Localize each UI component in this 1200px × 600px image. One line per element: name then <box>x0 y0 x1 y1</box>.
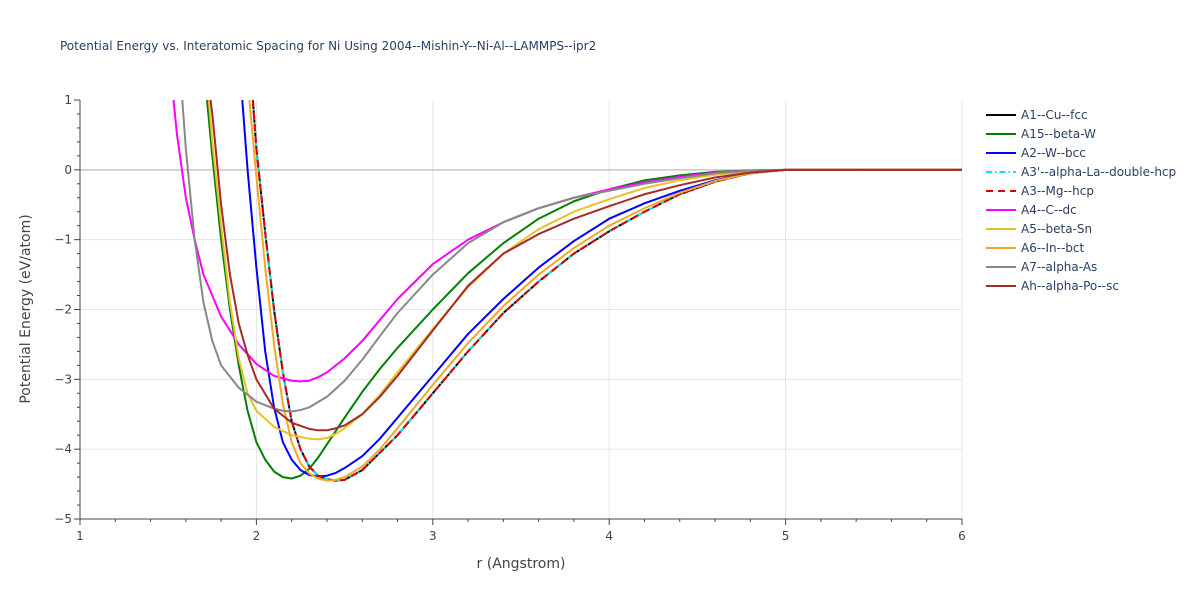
series-line-a3-mg-hcp <box>251 99 962 482</box>
legend-label: A5--beta-Sn <box>1021 222 1092 236</box>
y-tick-label: −5 <box>54 512 72 526</box>
chart-title: Potential Energy vs. Interatomic Spacing… <box>60 39 596 53</box>
legend-label: A4--C--dc <box>1021 203 1077 217</box>
legend-item-a3-alpha-la-double-hcp[interactable]: A3'--alpha-La--double-hcp <box>986 165 1176 179</box>
legend-label: A1--Cu--fcc <box>1021 108 1088 122</box>
series-line-a4-c-dc <box>172 99 962 383</box>
series-layer <box>172 99 962 482</box>
series-line-a2-w-bcc <box>241 99 962 478</box>
legend-item-a4-c-dc[interactable]: A4--C--dc <box>986 203 1077 217</box>
legend-label: A3--Mg--hcp <box>1021 184 1094 198</box>
y-tick-label: 0 <box>64 163 72 177</box>
x-tick-label: 4 <box>605 529 613 543</box>
legend-item-a15-beta-w[interactable]: A15--beta-W <box>986 127 1096 141</box>
x-tick-label: 3 <box>429 529 437 543</box>
series-line-ah-alpha-po-sc <box>209 99 962 432</box>
series-line-a3-alpha-la-double-hcp <box>251 99 962 482</box>
legend-item-a3-mg-hcp[interactable]: A3--Mg--hcp <box>986 184 1094 198</box>
legend-label: A3'--alpha-La--double-hcp <box>1021 165 1176 179</box>
series-line-a5-beta-sn <box>207 99 962 441</box>
legend: A1--Cu--fcc A15--beta-W A2--W--bcc A3'--alp… <box>986 108 1176 293</box>
legend-label: A2--W--bcc <box>1021 146 1086 160</box>
series-line-a1-cu-fcc <box>251 99 962 482</box>
legend-item-a1-cu-fcc[interactable]: A1--Cu--fcc <box>986 108 1088 122</box>
legend-item-a7-alpha-as[interactable]: A7--alpha-As <box>986 260 1097 274</box>
legend-item-ah-alpha-po-sc[interactable]: Ah--alpha-Po--sc <box>986 279 1119 293</box>
legend-label: A7--alpha-As <box>1021 260 1097 274</box>
y-axis-title: Potential Energy (eV/atom) <box>18 214 34 403</box>
y-tick-label: 1 <box>64 93 72 107</box>
series-line-a15-beta-w <box>206 99 962 480</box>
tick-labels: 1 2 3 4 5 6 1 0 −1 −2 −3 −4 −5 <box>54 93 966 543</box>
legend-item-a5-beta-sn[interactable]: A5--beta-Sn <box>986 222 1092 236</box>
series-line-a6-in-bct <box>248 99 962 482</box>
y-tick-label: −1 <box>54 233 72 247</box>
y-tick-label: −3 <box>54 372 72 386</box>
legend-label: A6--In--bct <box>1021 241 1085 255</box>
legend-item-a2-w-bcc[interactable]: A2--W--bcc <box>986 146 1086 160</box>
y-tick-label: −4 <box>54 442 72 456</box>
legend-item-a6-in-bct[interactable]: A6--In--bct <box>986 241 1085 255</box>
legend-label: A15--beta-W <box>1021 127 1096 141</box>
x-axis-title: r (Angstrom) <box>477 556 566 572</box>
series-line-a7-alpha-as <box>181 99 962 413</box>
grid-lines <box>80 100 963 519</box>
axes <box>74 99 963 525</box>
x-tick-label: 1 <box>76 529 84 543</box>
legend-label: Ah--alpha-Po--sc <box>1021 279 1119 293</box>
x-tick-label: 6 <box>958 529 966 543</box>
y-tick-label: −2 <box>54 303 72 317</box>
x-tick-label: 2 <box>253 529 261 543</box>
x-tick-label: 5 <box>782 529 790 543</box>
